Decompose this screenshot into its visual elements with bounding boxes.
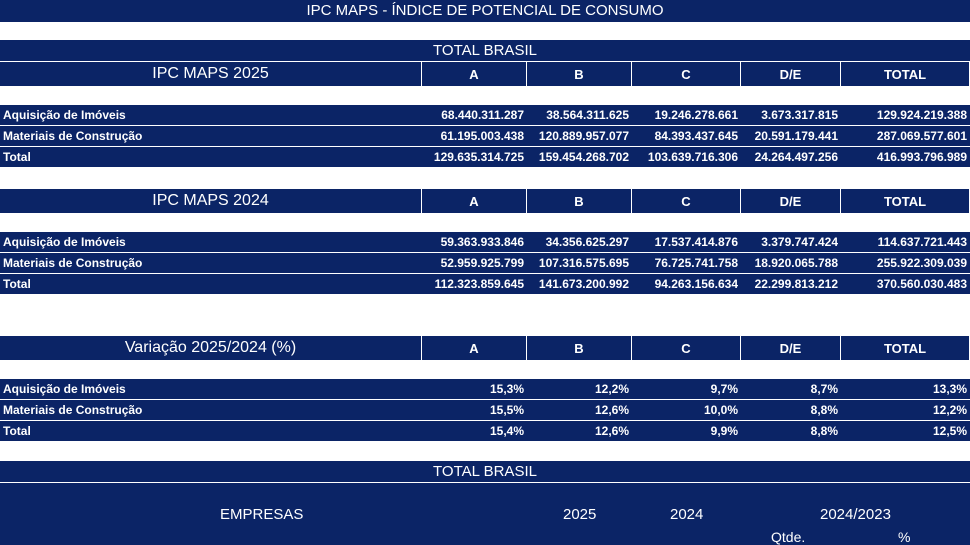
cell-a: 52.959.925.799	[440, 256, 524, 270]
cell-de: 22.299.813.212	[754, 277, 838, 291]
row-label: Materiais de Construção	[3, 129, 143, 143]
row-label: Aquisição de Imóveis	[3, 108, 126, 122]
col-header-c: C	[632, 189, 741, 213]
row-label: Materiais de Construção	[3, 403, 143, 417]
cell-total: 12,5%	[932, 424, 967, 438]
col-header-de: D/E	[741, 189, 841, 213]
cell-c: 10,0%	[703, 403, 738, 417]
cell-a: 15,4%	[489, 424, 524, 438]
table-row: Total 129.635.314.725 159.454.268.702 10…	[0, 146, 970, 167]
year-2025-label: 2025	[563, 506, 597, 523]
row-label: Aquisição de Imóveis	[3, 235, 126, 249]
col-header-b: B	[527, 62, 632, 86]
col-header-total: TOTAL	[841, 62, 970, 86]
col-header-de: D/E	[741, 336, 841, 360]
cell-a: 112.323.859.645	[434, 277, 524, 291]
col-header-c: C	[632, 336, 741, 360]
table-header-2024: IPC MAPS 2024 A B C D/E TOTAL	[0, 188, 970, 213]
table-row: Total 112.323.859.645 141.673.200.992 94…	[0, 273, 970, 294]
col-header-de: D/E	[741, 62, 841, 86]
table-row: Aquisição de Imóveis 59.363.933.846 34.3…	[0, 231, 970, 252]
table-header-variacao: Variação 2025/2024 (%) A B C D/E TOTAL	[0, 335, 970, 360]
cell-a: 59.363.933.846	[440, 235, 524, 249]
cell-c: 9,7%	[710, 382, 738, 396]
percent-label: %	[898, 529, 911, 545]
cell-de: 8,8%	[810, 403, 838, 417]
row-label: Aquisição de Imóveis	[3, 382, 126, 396]
cell-c: 84.393.437.645	[654, 129, 738, 143]
cell-a: 68.440.311.287	[441, 108, 524, 122]
cell-de: 18.920.065.788	[754, 256, 838, 270]
cell-total: 370.560.030.483	[876, 277, 967, 291]
cell-total: 416.993.796.989	[876, 150, 967, 164]
table-row: Materiais de Construção 52.959.925.799 1…	[0, 252, 970, 273]
cell-b: 38.564.311.625	[546, 108, 629, 122]
cell-total: 129.924.219.388	[876, 108, 967, 122]
cell-de: 8,8%	[810, 424, 838, 438]
cell-total: 12,2%	[932, 403, 967, 417]
table-row: Materiais de Construção 61.195.003.438 1…	[0, 125, 970, 146]
col-header-a: A	[422, 62, 527, 86]
table-header-2025: IPC MAPS 2025 A B C D/E TOTAL	[0, 61, 970, 86]
cell-a: 129.635.314.725	[433, 150, 524, 164]
cell-c: 94.263.156.634	[654, 277, 738, 291]
cell-de: 3.379.747.424	[761, 235, 838, 249]
table-label: IPC MAPS 2024	[0, 189, 422, 213]
cell-a: 61.195.003.438	[440, 129, 524, 143]
cell-de: 20.591.179.441	[754, 129, 838, 143]
col-header-total: TOTAL	[841, 336, 970, 360]
cell-c: 103.639.716.306	[647, 150, 738, 164]
cell-total: 114.637.721.443	[877, 235, 967, 249]
col-header-c: C	[632, 62, 741, 86]
cell-c: 9,9%	[710, 424, 738, 438]
cell-b: 12,2%	[594, 382, 629, 396]
table-row: Materiais de Construção 15,5% 12,6% 10,0…	[0, 399, 970, 420]
col-header-total: TOTAL	[841, 189, 970, 213]
cell-a: 15,3%	[489, 382, 524, 396]
cell-de: 8,7%	[810, 382, 838, 396]
row-label: Total	[3, 277, 31, 291]
cell-total: 287.069.577.601	[876, 129, 967, 143]
cell-b: 12,6%	[594, 403, 629, 417]
table-label: IPC MAPS 2025	[0, 62, 422, 86]
table-body-2025: Aquisição de Imóveis 68.440.311.287 38.5…	[0, 104, 970, 167]
row-label: Total	[3, 424, 31, 438]
col-header-a: A	[422, 336, 527, 360]
cell-b: 141.673.200.992	[538, 277, 629, 291]
row-label: Materiais de Construção	[3, 256, 143, 270]
table-body-2024: Aquisição de Imóveis 59.363.933.846 34.3…	[0, 231, 970, 294]
cell-c: 76.725.741.758	[654, 256, 738, 270]
cell-de: 3.673.317.815	[761, 108, 838, 122]
empresas-label: EMPRESAS	[220, 506, 304, 523]
cell-c: 19.246.278.661	[654, 108, 738, 122]
col-header-a: A	[422, 189, 527, 213]
page-title: IPC MAPS - ÍNDICE DE POTENCIAL DE CONSUM…	[0, 0, 970, 22]
year-2024-label: 2024	[670, 506, 704, 523]
cell-b: 159.454.268.702	[538, 150, 629, 164]
total-brasil-header: TOTAL BRASIL	[0, 40, 970, 61]
empresas-total-brasil-header: TOTAL BRASIL	[0, 461, 970, 483]
cell-total: 13,3%	[932, 382, 967, 396]
cell-b: 107.316.575.695	[538, 256, 629, 270]
cell-a: 15,5%	[489, 403, 524, 417]
cell-c: 17.537.414.876	[654, 235, 738, 249]
table-row: Aquisição de Imóveis 68.440.311.287 38.5…	[0, 104, 970, 125]
row-label: Total	[3, 150, 31, 164]
cell-de: 24.264.497.256	[754, 150, 838, 164]
table-label: Variação 2025/2024 (%)	[0, 336, 422, 360]
table-body-variacao: Aquisição de Imóveis 15,3% 12,2% 9,7% 8,…	[0, 378, 970, 441]
col-header-b: B	[527, 336, 632, 360]
cell-b: 12,6%	[594, 424, 629, 438]
cell-b: 34.356.625.297	[545, 235, 629, 249]
table-row: Total 15,4% 12,6% 9,9% 8,8% 12,5%	[0, 420, 970, 441]
table-row: Aquisição de Imóveis 15,3% 12,2% 9,7% 8,…	[0, 378, 970, 399]
cell-b: 120.889.957.077	[538, 129, 629, 143]
col-header-b: B	[527, 189, 632, 213]
period-2024-2023-label: 2024/2023	[820, 506, 891, 523]
empresas-panel: TOTAL BRASIL EMPRESAS 2025 2024 2024/202…	[0, 461, 970, 545]
qtde-label: Qtde.	[771, 529, 806, 545]
cell-total: 255.922.309.039	[876, 256, 967, 270]
